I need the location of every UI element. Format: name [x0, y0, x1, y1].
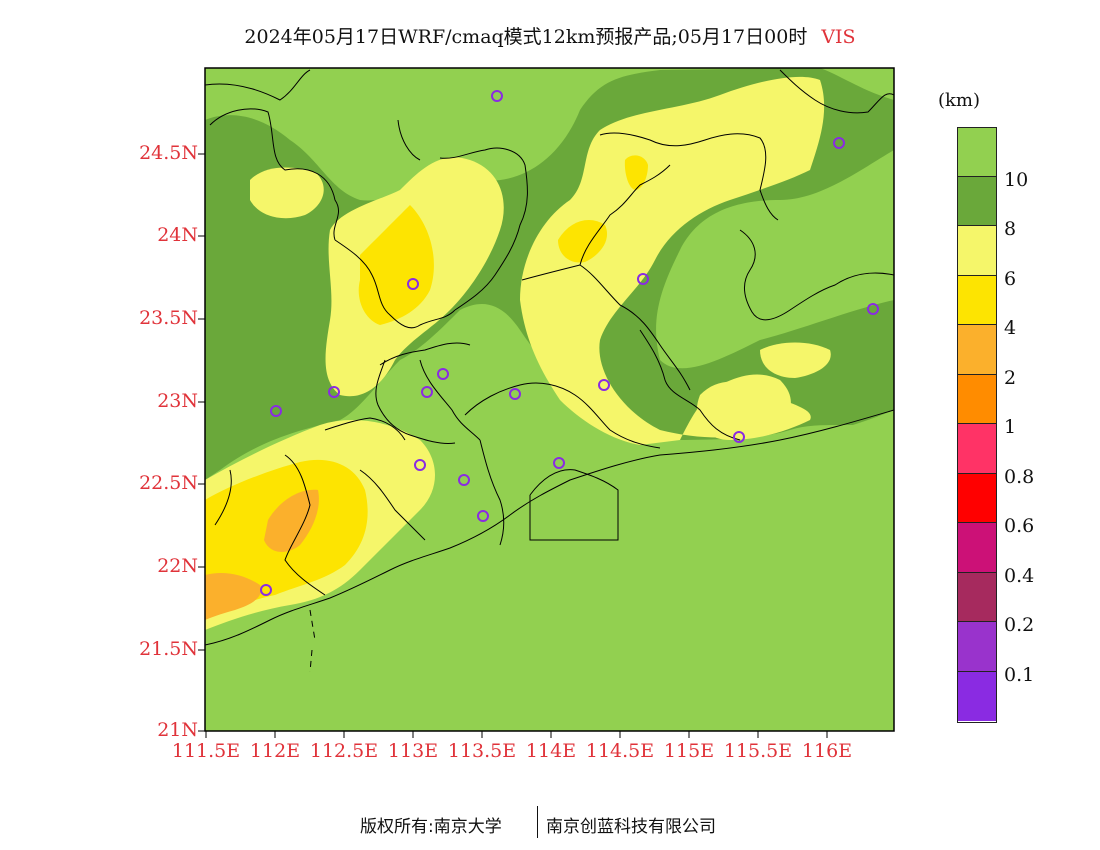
admin-boundaries: [205, 69, 894, 673]
legend-colorbar: [957, 127, 997, 721]
vis-field-6-southeast: [696, 381, 811, 440]
station-marker: [260, 584, 272, 596]
y-tick-label: 24.5N: [139, 142, 198, 164]
legend-label: 0.2: [1004, 614, 1035, 636]
station-marker: [733, 431, 745, 443]
vis-field-4-east: [558, 220, 608, 263]
x-tick-label: 114E: [525, 740, 577, 762]
y-tick-label: 24N: [157, 224, 198, 246]
legend-swatch: [957, 622, 997, 672]
y-tick-label: 23.5N: [139, 307, 198, 329]
legend-swatch: [957, 325, 997, 375]
x-tick-label: 114.5E: [585, 740, 655, 762]
vis-field-2-center: [264, 489, 319, 552]
legend-label: 0.6: [1004, 515, 1035, 537]
title-main: 2024年05月17日WRF/cmaq模式12km预报产品;05月17日00时: [244, 26, 808, 48]
sea: [205, 410, 894, 731]
legend-label: 1: [1004, 416, 1017, 438]
station-marker: [407, 278, 419, 290]
map-frame: [204, 67, 895, 732]
station-marker: [421, 386, 433, 398]
x-tick-label: 115E: [663, 740, 715, 762]
station-marker: [270, 405, 282, 417]
x-tick-label: 116E: [801, 740, 853, 762]
legend-label: 0.8: [1004, 466, 1035, 488]
vis-field-6-northwest: [250, 167, 324, 219]
station-marker: [458, 474, 470, 486]
y-tick-label: 23N: [157, 390, 198, 412]
station-marker: [491, 90, 503, 102]
x-tick-label: 115.5E: [723, 740, 793, 762]
title-variable: VIS: [821, 26, 856, 48]
legend-label: 0.4: [1004, 565, 1035, 587]
footer-company: 南京创蓝科技有限公司: [546, 817, 716, 837]
legend-swatch: [957, 671, 997, 721]
footer-copyright: 版权所有:南京大学: [360, 817, 502, 837]
station-marker: [867, 303, 879, 315]
station-marker: [598, 379, 610, 391]
vis-field-6-patch: [760, 342, 831, 378]
legend-label: 8: [1004, 218, 1017, 240]
legend-swatch: [957, 127, 997, 177]
legend-swatch: [957, 473, 997, 523]
vis-field-4-patch: [624, 155, 648, 190]
legend-swatch: [957, 523, 997, 573]
legend-label: 10: [1004, 169, 1029, 191]
legend-label: 6: [1004, 268, 1017, 290]
legend-swatch: [957, 176, 997, 226]
legend-label: 0.1: [1004, 664, 1035, 686]
station-marker: [477, 510, 489, 522]
x-tick-label: 113.5E: [447, 740, 517, 762]
station-marker: [437, 368, 449, 380]
station-marker: [509, 388, 521, 400]
station-marker: [414, 459, 426, 471]
y-tick-label: 21.5N: [139, 638, 198, 660]
map-title: 2024年05月17日WRF/cmaq模式12km预报产品;05月17日00时 V…: [0, 22, 1100, 49]
station-marker: [637, 273, 649, 285]
x-tick-label: 112E: [249, 740, 301, 762]
legend-swatch: [957, 374, 997, 424]
legend-unit: (km): [938, 90, 981, 111]
legend-swatch: [957, 424, 997, 474]
station-marker: [553, 457, 565, 469]
legend-label: 4: [1004, 317, 1017, 339]
legend-label: 2: [1004, 367, 1017, 389]
y-tick-label: 22.5N: [139, 472, 198, 494]
footer-divider: [537, 806, 538, 838]
x-tick-label: 111.5E: [171, 740, 241, 762]
x-tick-label: 112.5E: [309, 740, 379, 762]
axis-ticks: [198, 153, 828, 738]
station-marker: [833, 137, 845, 149]
x-tick-label: 113E: [387, 740, 439, 762]
station-markers: [260, 90, 879, 596]
legend-swatch: [957, 572, 997, 622]
legend-swatch: [957, 226, 997, 276]
station-marker: [328, 386, 340, 398]
y-tick-label: 22N: [157, 555, 198, 577]
vis-field-6-east: [520, 76, 825, 445]
y-tick-label: 21N: [157, 719, 198, 741]
legend-swatch: [957, 275, 997, 325]
vis-field-4-north: [358, 205, 434, 325]
vis-field-2-west: [205, 573, 261, 620]
